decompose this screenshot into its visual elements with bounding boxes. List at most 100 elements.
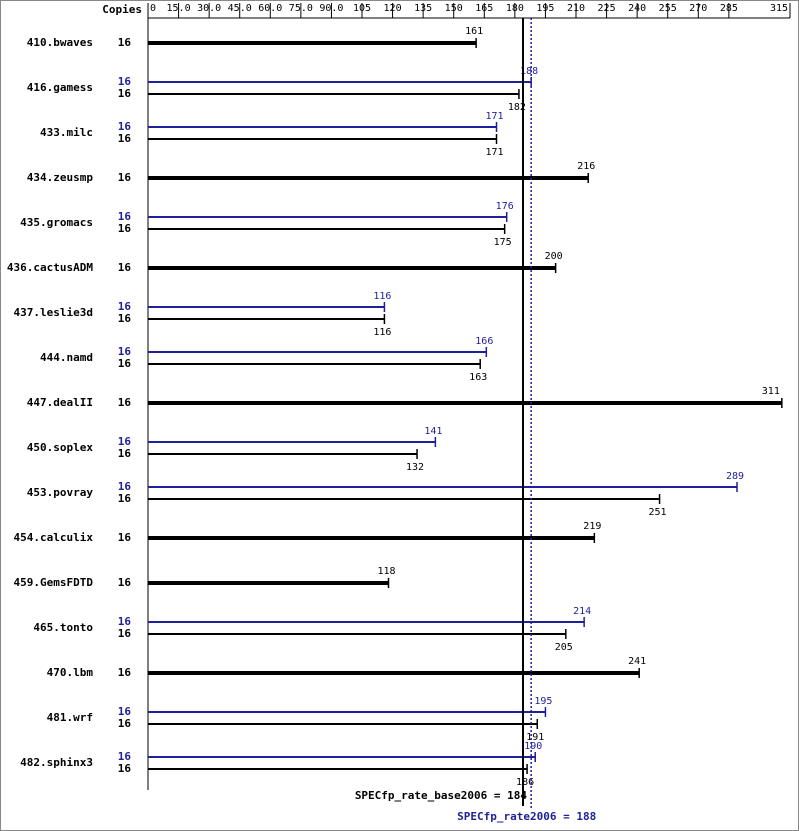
benchmark-name: 410.bwaves (27, 36, 93, 49)
x-tick-label: 225 (598, 3, 616, 14)
x-tick-label: 30.0 (197, 3, 221, 14)
value-label: 163 (469, 372, 487, 383)
benchmark-name: 433.milc (40, 126, 93, 139)
bar (148, 363, 481, 365)
copies-label: 16 (118, 120, 132, 133)
value-label: 116 (373, 291, 391, 302)
copies-label: 16 (118, 447, 132, 460)
benchmark-name: 450.soplex (27, 441, 94, 454)
value-label: 251 (649, 507, 667, 518)
x-tick-label: 135 (414, 3, 432, 14)
benchmark-name: 447.dealII (27, 396, 93, 409)
value-label: 132 (406, 462, 424, 473)
copies-label: 16 (118, 615, 132, 628)
benchmark-name: 459.GemsFDTD (14, 576, 94, 589)
bar (148, 216, 507, 218)
value-label: 171 (485, 147, 503, 158)
value-label: 161 (465, 26, 483, 37)
bar (148, 711, 546, 713)
x-tick-label: 120 (384, 3, 402, 14)
value-label: 241 (628, 656, 646, 667)
bar (148, 93, 519, 95)
x-tick-label: 240 (628, 3, 646, 14)
value-label: 141 (424, 426, 442, 437)
bar (148, 126, 497, 128)
value-label: 188 (520, 66, 538, 77)
copies-label: 16 (118, 75, 132, 88)
benchmark-name: 453.povray (27, 486, 94, 499)
benchmark-name: 470.lbm (47, 666, 94, 679)
bar (148, 453, 418, 455)
value-label: 191 (526, 732, 544, 743)
x-tick-label: 90.0 (319, 3, 343, 14)
bar (148, 306, 385, 308)
copies-label: 16 (118, 171, 132, 184)
bar (148, 266, 556, 270)
x-tick-label: 45.0 (228, 3, 252, 14)
x-tick-label: 270 (689, 3, 707, 14)
copies-label: 16 (118, 261, 132, 274)
x-tick-label: 255 (659, 3, 677, 14)
copies-label: 16 (118, 576, 132, 589)
benchmark-name: 465.tonto (33, 621, 93, 634)
x-tick-label: 315 (770, 3, 788, 14)
peak-ref-label: SPECfp_rate2006 = 188 (457, 810, 596, 823)
x-tick-label: 195 (536, 3, 554, 14)
benchmark-name: 454.calculix (14, 531, 94, 544)
x-tick-label: 75.0 (289, 3, 313, 14)
benchmark-name: 436.cactusADM (7, 261, 93, 274)
copies-label: 16 (118, 222, 132, 235)
value-label: 176 (496, 201, 514, 212)
value-label: 182 (508, 102, 526, 113)
bar (148, 318, 385, 320)
copies-label: 16 (118, 531, 132, 544)
bar (148, 441, 436, 443)
copies-header: Copies (102, 3, 142, 16)
copies-label: 16 (118, 717, 132, 730)
x-tick-label: 0 (150, 3, 156, 14)
copies-label: 16 (118, 762, 132, 775)
bar (148, 723, 538, 725)
copies-label: 16 (118, 36, 132, 49)
copies-label: 16 (118, 87, 132, 100)
bar (148, 498, 660, 500)
value-label: 205 (555, 642, 573, 653)
value-label: 166 (475, 336, 493, 347)
bar (148, 41, 477, 45)
value-label: 195 (534, 696, 552, 707)
bar (148, 138, 497, 140)
copies-label: 16 (118, 357, 132, 370)
value-label: 289 (726, 471, 744, 482)
benchmark-name: 437.leslie3d (14, 306, 93, 319)
bar (148, 621, 585, 623)
bar (148, 228, 505, 230)
value-label: 171 (485, 111, 503, 122)
bar (148, 671, 640, 675)
bar (148, 81, 532, 83)
value-label: 216 (577, 161, 595, 172)
x-tick-label: 165 (475, 3, 493, 14)
x-tick-label: 150 (445, 3, 463, 14)
benchmark-name: 444.namd (40, 351, 93, 364)
x-tick-label: 15.0 (167, 3, 191, 14)
bar (148, 536, 595, 540)
copies-label: 16 (118, 492, 132, 505)
x-tick-label: 210 (567, 3, 585, 14)
benchmark-name: 416.gamess (27, 81, 93, 94)
x-tick-label: 285 (720, 3, 738, 14)
value-label: 186 (516, 777, 534, 788)
bar (148, 486, 738, 488)
copies-label: 16 (118, 210, 132, 223)
copies-label: 16 (118, 300, 132, 313)
value-label: 200 (545, 251, 563, 262)
bar (148, 176, 589, 180)
bar (148, 581, 389, 585)
copies-label: 16 (118, 312, 132, 325)
bar (148, 768, 528, 770)
benchmark-name: 481.wrf (47, 711, 93, 724)
value-label: 116 (373, 327, 391, 338)
copies-label: 16 (118, 132, 132, 145)
benchmark-name: 435.gromacs (20, 216, 93, 229)
bar (148, 756, 536, 758)
copies-label: 16 (118, 705, 132, 718)
